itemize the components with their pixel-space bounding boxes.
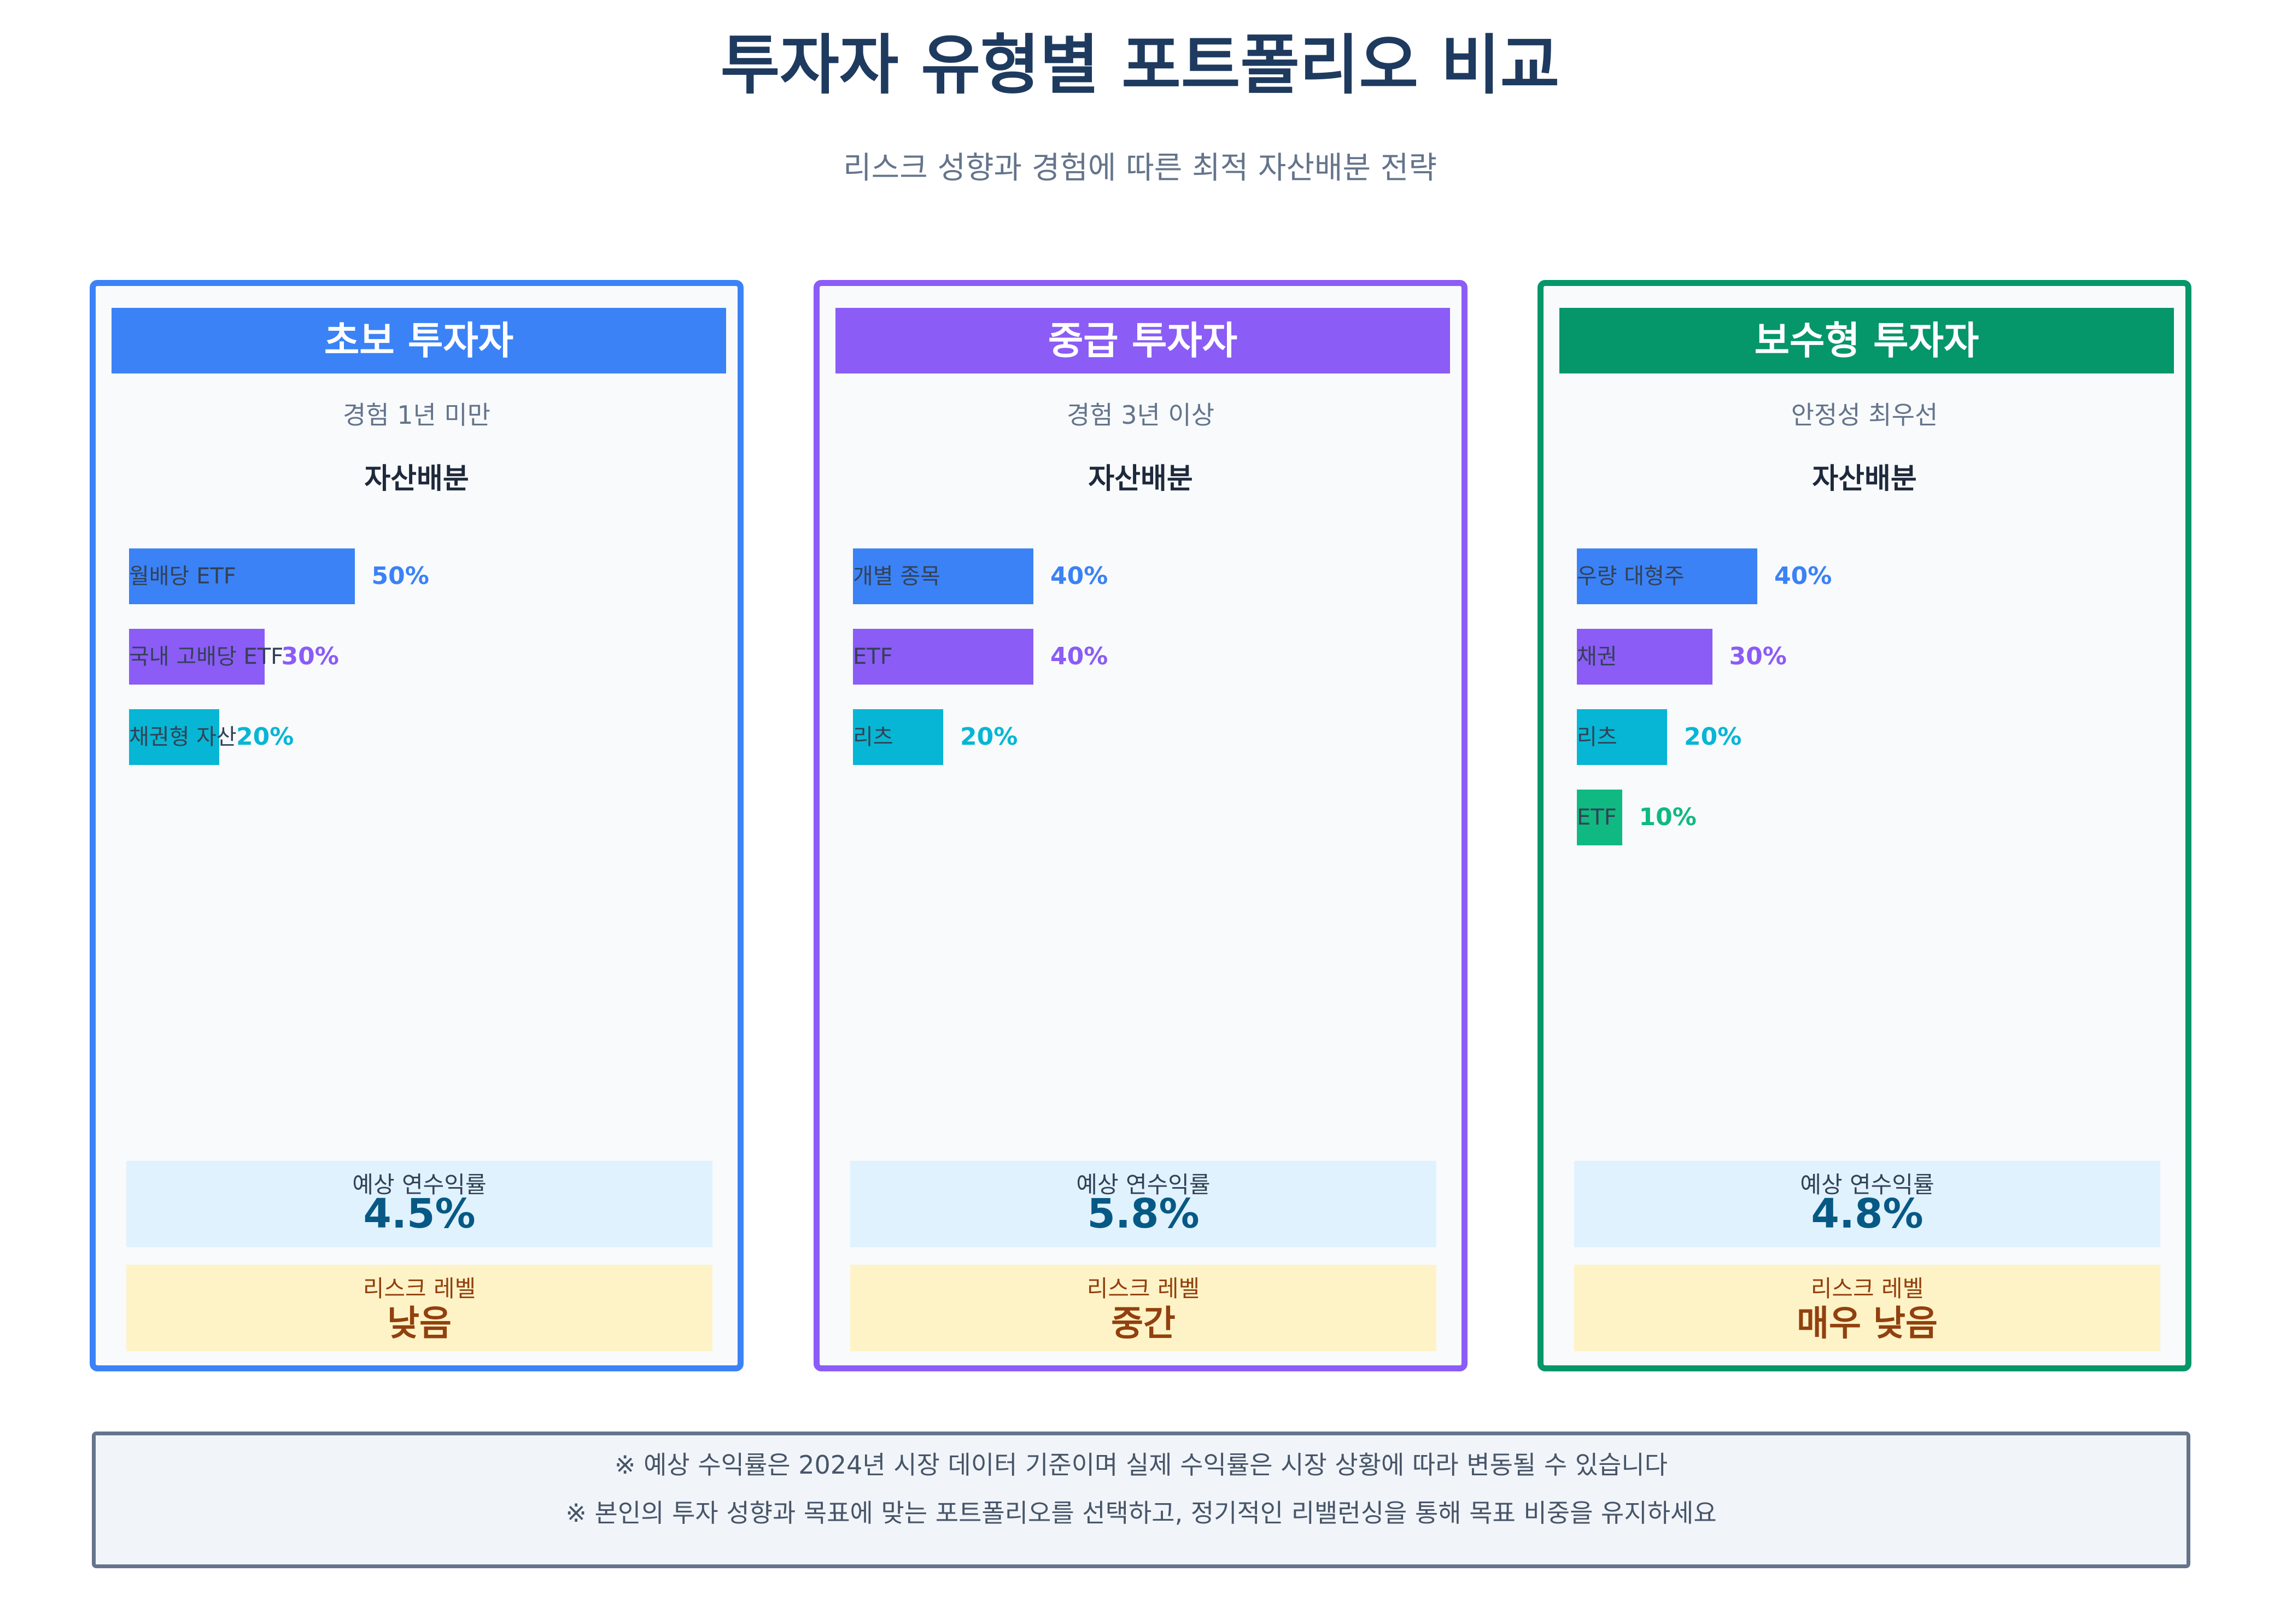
card-description: 경험 3년 이상 (1066, 400, 1215, 430)
bar-value-label: 40% (1050, 642, 1108, 670)
allocation-bar (1577, 790, 1622, 845)
bar-value-label: 10% (1639, 803, 1697, 831)
bar-category-label: ETF (1577, 805, 1617, 830)
chart-title: 투자자 유형별 포트폴리오 비교 (720, 27, 1560, 103)
allocation-bar (129, 709, 219, 765)
notes-box: ※ 예상 수익률은 2024년 시장 데이터 기준이며 실제 수익률은 시장 상… (92, 1432, 2190, 1568)
expected-return-label: 예상 연수익률 (352, 1171, 487, 1198)
bar-value-label: 40% (1774, 562, 1832, 590)
chart-subtitle: 리스크 성향과 경험에 따른 최적 자산배분 전략 (843, 150, 1437, 186)
card-title: 보수형 투자자 (1559, 308, 2174, 373)
bar-category-label: 리츠 (1577, 725, 1617, 750)
risk-level-box: 리스크 레벨 중간 (850, 1265, 1436, 1351)
bar-category-label: 우량 대형주 (1577, 564, 1685, 589)
bar-value-label: 40% (1050, 562, 1108, 590)
expected-return-box: 예상 연수익률 4.5% (126, 1161, 712, 1247)
bar-value-label: 50% (371, 562, 429, 590)
risk-level-label: 리스크 레벨 (1810, 1275, 1924, 1302)
note-line: ※ 예상 수익률은 2024년 시장 데이터 기준이며 실제 수익률은 시장 상… (614, 1450, 1668, 1480)
expected-return-label: 예상 연수익률 (1076, 1171, 1211, 1198)
expected-return-value: 4.5% (363, 1190, 476, 1237)
allocation-bar (853, 548, 1033, 604)
expected-return-value: 4.8% (1811, 1190, 1924, 1237)
allocation-bar (1577, 548, 1757, 604)
card-title: 초보 투자자 (112, 308, 726, 373)
allocation-bar (1577, 709, 1667, 765)
expected-return-label: 예상 연수익률 (1800, 1171, 1934, 1198)
allocation-bar (129, 548, 355, 604)
bar-category-label: 채권 (1577, 644, 1617, 669)
expected-return-value: 5.8% (1087, 1190, 1200, 1237)
bar-category-label: 리츠 (853, 725, 893, 750)
card-description: 안정성 최우선 (1791, 400, 1938, 430)
bar-category-label: 국내 고배당 ETF (129, 644, 284, 669)
note-line: ※ 본인의 투자 성향과 목표에 맞는 포트폴리오를 선택하고, 정기적인 리밸… (565, 1498, 1717, 1528)
risk-level-box: 리스크 레벨 낮음 (126, 1265, 712, 1351)
allocation-bars: 월배당 ETF 50% 국내 고배당 ETF 30% 채권형 자산 20% (96, 286, 738, 1365)
allocation-bar (853, 629, 1033, 685)
risk-level-label: 리스크 레벨 (1086, 1275, 1200, 1302)
bar-category-label: ETF (853, 644, 893, 669)
bar-value-label: 30% (281, 642, 339, 670)
bar-value-label: 20% (236, 723, 294, 751)
risk-level-label: 리스크 레벨 (363, 1275, 476, 1302)
section-title: 자산배분 (1812, 463, 1917, 495)
allocation-bars: 우량 대형주 40% 채권 30% 리츠 20% ETF 10% (1544, 286, 2185, 1365)
risk-level-box: 리스크 레벨 매우 낮음 (1574, 1265, 2160, 1351)
bar-category-label: 개별 종목 (853, 564, 940, 589)
risk-level-value: 매우 낮음 (1797, 1304, 1938, 1344)
bar-value-label: 20% (960, 723, 1018, 751)
bar-category-label: 채권형 자산 (129, 725, 237, 750)
risk-level-value: 중간 (1111, 1304, 1176, 1344)
card-description: 경험 1년 미만 (342, 400, 491, 430)
risk-level-value: 낮음 (387, 1304, 452, 1344)
bar-value-label: 30% (1729, 642, 1787, 670)
allocation-bar (1577, 629, 1712, 685)
card-conservative: 보수형 투자자 안정성 최우선 자산배분 우량 대형주 40% 채권 30% 리츠 20%… (1537, 280, 2191, 1371)
card-beginner: 초보 투자자 경험 1년 미만 자산배분 월배당 ETF 50% 국내 고배당 ET… (90, 280, 744, 1371)
allocation-bar (129, 629, 265, 685)
allocation-bars: 개별 종목 40% ETF 40% 리츠 20% (820, 286, 1461, 1365)
card-intermediate: 중급 투자자 경험 3년 이상 자산배분 개별 종목 40% ETF 40% 리츠 20%… (814, 280, 1468, 1371)
allocation-bar (853, 709, 943, 765)
expected-return-box: 예상 연수익률 4.8% (1574, 1161, 2160, 1247)
card-title: 중급 투자자 (835, 308, 1450, 373)
bar-value-label: 20% (1684, 723, 1742, 751)
expected-return-box: 예상 연수익률 5.8% (850, 1161, 1436, 1247)
section-title: 자산배분 (364, 463, 469, 495)
bar-category-label: 월배당 ETF (129, 564, 236, 589)
section-title: 자산배분 (1088, 463, 1193, 495)
